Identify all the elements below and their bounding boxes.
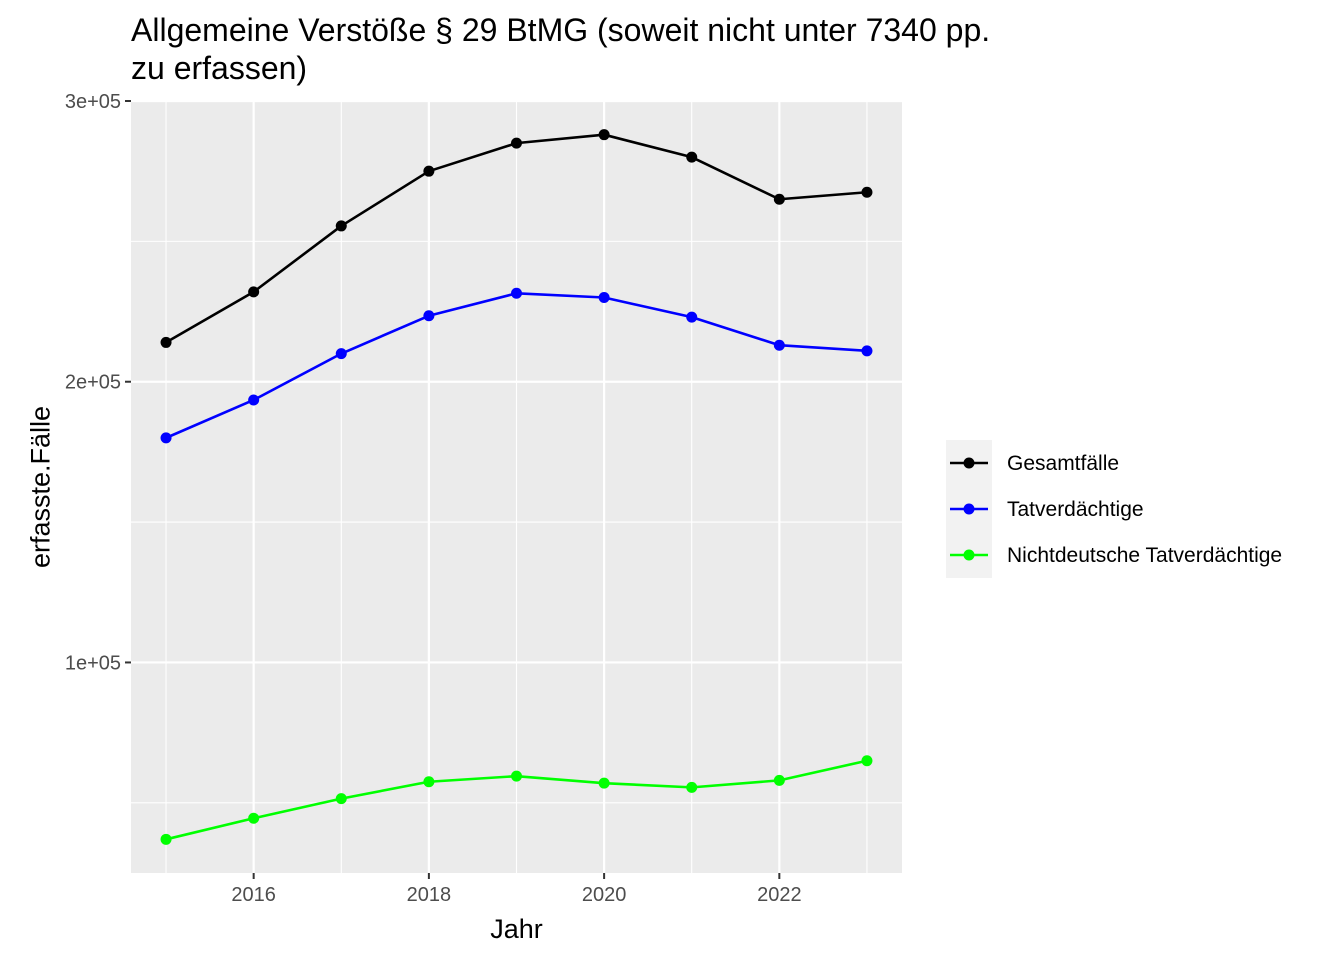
legend-label: Gesamtfälle (1007, 452, 1119, 475)
data-point (160, 432, 172, 444)
legend-label: Nichtdeutsche Tatverdächtige (1007, 544, 1282, 567)
data-point (861, 345, 873, 357)
legend: Gesamtfälle Tatverdächtige Nichtdeutsche T… (946, 440, 1282, 578)
data-point (335, 793, 347, 805)
data-point (248, 394, 260, 406)
legend-key-point (963, 457, 975, 469)
series-lines (160, 129, 873, 845)
x-tick-label: 2022 (757, 884, 802, 906)
data-point (598, 777, 610, 789)
legend-key-point (963, 549, 975, 561)
data-point (773, 774, 785, 786)
data-point (511, 137, 522, 149)
y-axis-title: erfasste.Fälle (25, 406, 55, 568)
data-point (686, 781, 698, 793)
grid-major (131, 99, 902, 873)
data-point (861, 755, 873, 767)
legend-label: Tatverdächtige (1007, 498, 1144, 521)
data-point (686, 151, 698, 163)
data-point (511, 770, 522, 782)
data-point (335, 220, 347, 232)
y-tick-label: 1e+05 (65, 652, 121, 674)
data-point (598, 129, 610, 141)
data-point (511, 287, 522, 299)
data-point (598, 292, 610, 304)
data-point (248, 812, 260, 824)
data-point (160, 833, 172, 845)
x-tick-label: 2018 (407, 884, 452, 906)
data-point (773, 193, 785, 205)
data-point (248, 286, 260, 298)
data-point (423, 776, 435, 788)
y-tick-label: 3e+05 (65, 91, 121, 113)
data-point (335, 348, 347, 360)
x-tick-label: 2020 (582, 884, 627, 906)
chart-title-line-1: Allgemeine Verstöße § 29 BtMG (soweit ni… (131, 12, 990, 48)
axes: 2016 2018 2020 2022 1e+05 2e+05 3e+05 (65, 91, 802, 906)
y-tick-label: 2e+05 (65, 372, 121, 394)
x-axis-title: Jahr (490, 914, 543, 944)
data-point (773, 339, 785, 351)
data-point (686, 311, 698, 323)
data-point (160, 336, 172, 348)
data-point (861, 186, 873, 198)
x-tick-label: 2016 (231, 884, 276, 906)
data-point (423, 310, 435, 322)
data-point (423, 165, 435, 177)
chart-title-line-2: zu erfassen) (131, 50, 307, 86)
legend-key-point (963, 503, 975, 515)
